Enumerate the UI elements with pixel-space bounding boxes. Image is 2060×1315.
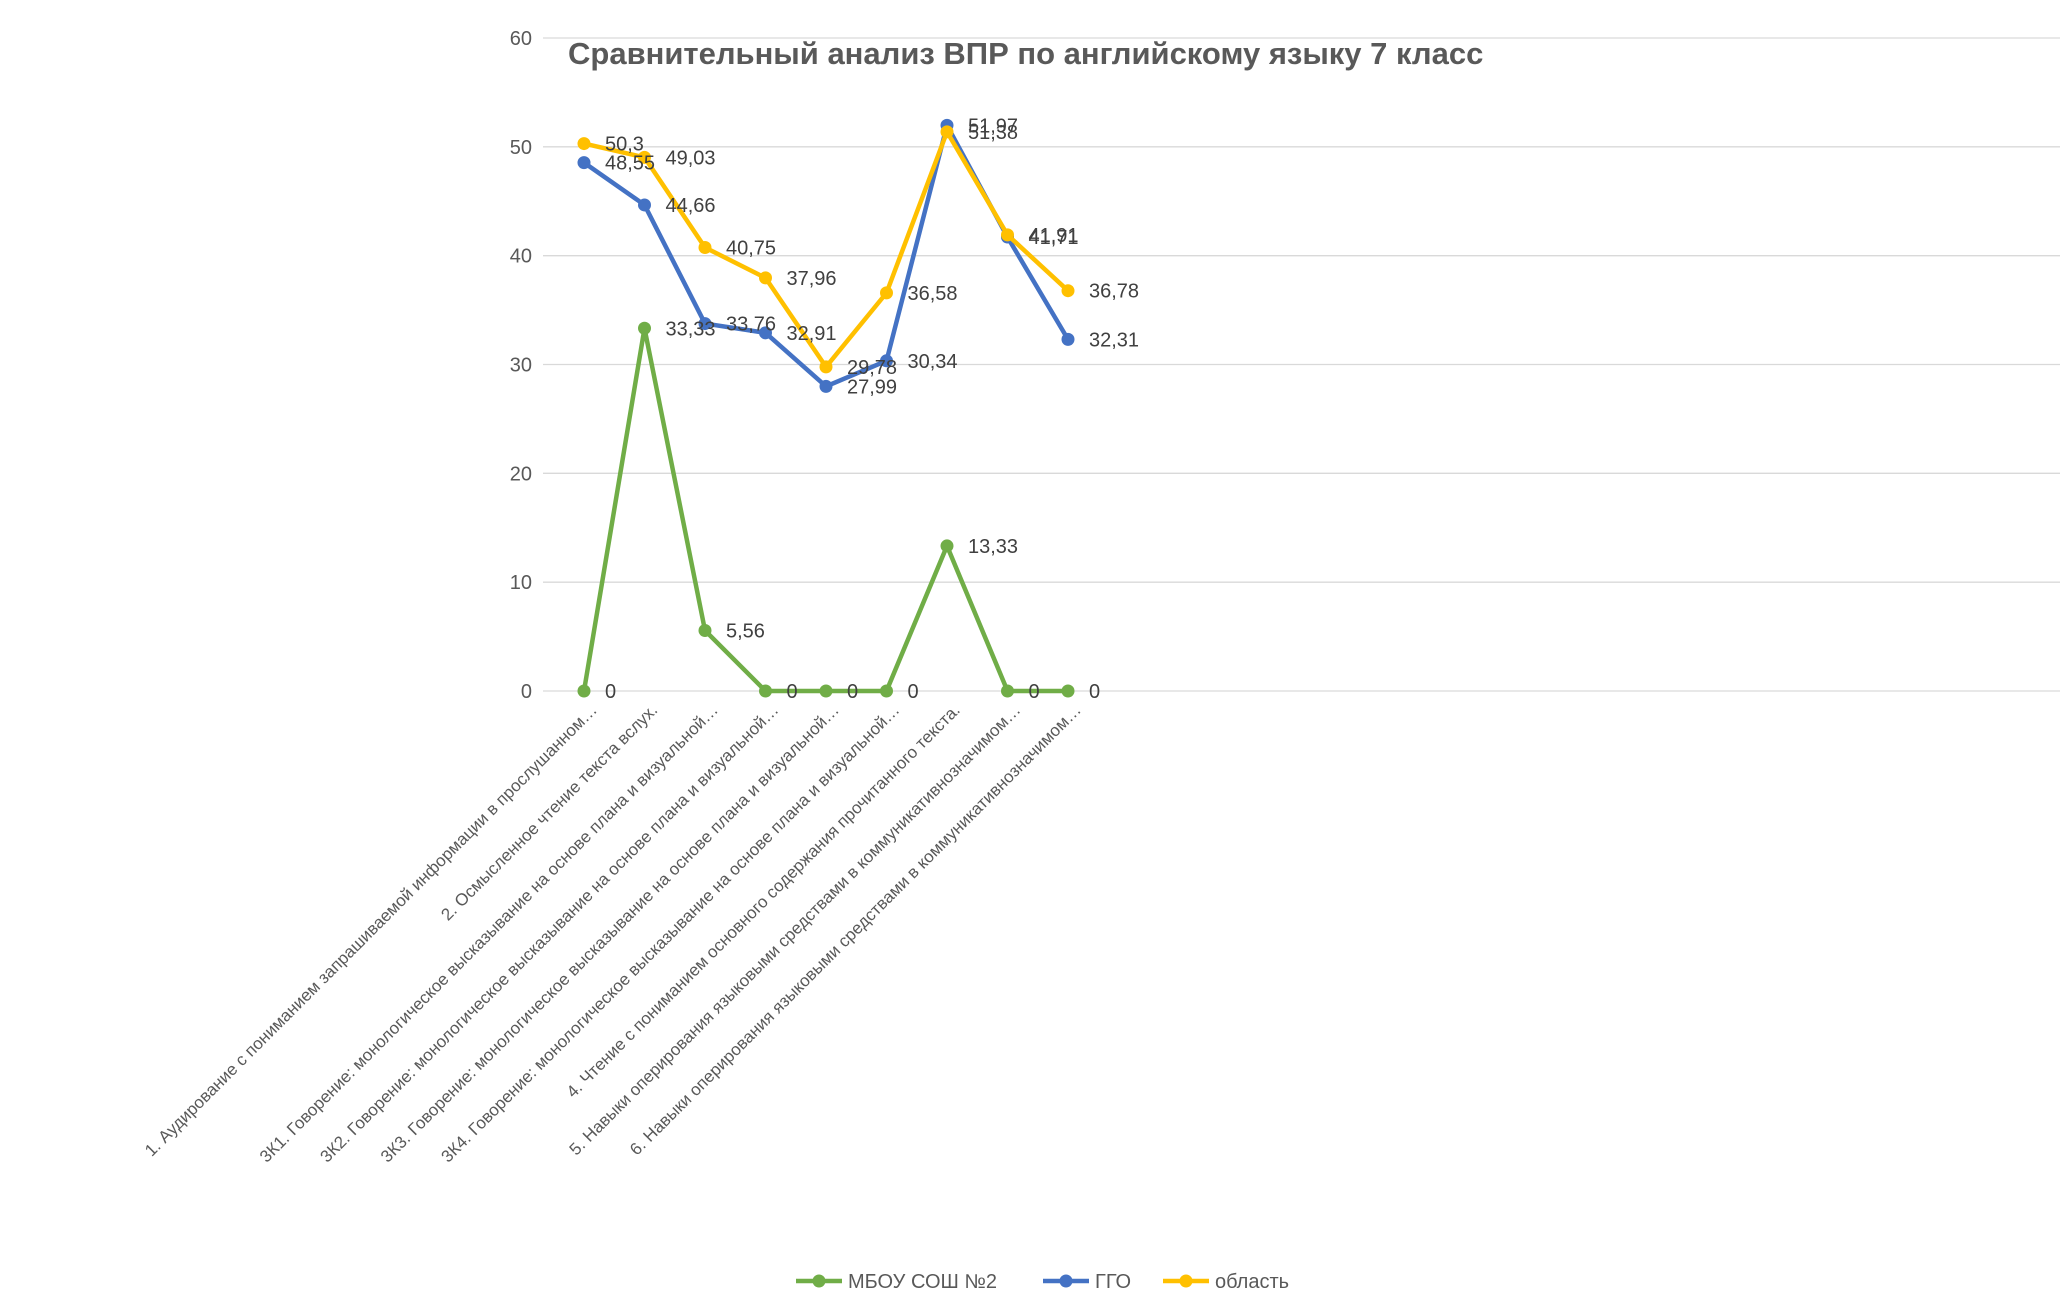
data-point (759, 684, 772, 698)
data-label: 27,99 (847, 376, 897, 398)
data-label: 36,58 (908, 283, 958, 305)
data-label: 33,76 (726, 314, 776, 336)
data-label: 48,55 (605, 153, 655, 175)
data-point (698, 241, 712, 255)
data-label: 51,38 (968, 122, 1018, 144)
data-label: 30,34 (908, 351, 958, 373)
data-point (577, 156, 591, 170)
legend-marker (1179, 1274, 1193, 1288)
y-tick-label: 40 (510, 246, 532, 268)
data-label: 41,71 (1029, 227, 1079, 249)
data-point (698, 623, 712, 637)
data-point (638, 150, 651, 164)
series-lines (577, 118, 1075, 698)
y-tick-label: 10 (510, 572, 532, 594)
data-point (1001, 684, 1014, 698)
data-point (880, 286, 893, 300)
data-label: 0 (605, 681, 616, 703)
data-point (1061, 684, 1075, 698)
data-point (577, 684, 591, 698)
data-label: 44,66 (666, 195, 716, 217)
data-point (880, 354, 893, 368)
data-point (1001, 228, 1014, 242)
data-point (819, 379, 833, 393)
data-point (638, 321, 651, 335)
legend-marker (812, 1274, 826, 1288)
data-label: 49,03 (666, 147, 716, 169)
data-label: 0 (1029, 681, 1040, 703)
y-tick-label: 60 (510, 28, 532, 50)
data-label: 33,33 (666, 318, 716, 340)
data-point (698, 317, 712, 331)
data-label: 5,56 (726, 620, 765, 642)
data-point (1061, 284, 1075, 298)
data-label: 36,78 (1089, 281, 1139, 303)
data-label: 29,78 (847, 357, 897, 379)
data-point (638, 198, 651, 212)
data-point (819, 360, 833, 374)
data-label: 32,91 (787, 323, 837, 345)
y-tick-label: 20 (510, 463, 532, 485)
y-axis-tick-labels: 0 10 20 30 40 50 60 (510, 28, 532, 703)
y-tick-label: 30 (510, 355, 532, 377)
data-label: 32,31 (1089, 329, 1139, 351)
data-label: 0 (908, 681, 919, 703)
data-label: 40,75 (726, 238, 776, 260)
data-label: 0 (787, 681, 798, 703)
data-point (759, 271, 772, 285)
data-label: 51,97 (968, 115, 1018, 137)
y-tick-label: 0 (521, 681, 532, 703)
data-label: 0 (1089, 681, 1100, 703)
legend-entry: область (1215, 1271, 1289, 1293)
data-label: 0 (847, 681, 858, 703)
data-labels: 0 33,33 5,56 0 0 0 13,33 0 0 48,55 44,66 33,76 32,91… (605, 115, 1139, 703)
data-label: 13,33 (968, 536, 1018, 558)
data-label: 37,96 (787, 268, 837, 290)
chart-title: Сравнительный анализ ВПР по английскому … (568, 36, 1483, 71)
legend-marker (1059, 1274, 1073, 1288)
y-tick-label: 50 (510, 137, 532, 159)
legend-entry: МБОУ СОШ №2 (848, 1271, 997, 1293)
data-point (819, 684, 833, 698)
data-point (940, 539, 954, 553)
data-point (577, 137, 591, 151)
legend: МБОУ СОШ №2 ГГО область (796, 1271, 1289, 1293)
data-point (880, 684, 893, 698)
data-label: 41,91 (1029, 225, 1079, 247)
data-point (940, 125, 954, 139)
data-point (759, 326, 772, 340)
data-point (1061, 332, 1075, 346)
data-label: 50,3 (605, 134, 644, 156)
legend-entry: ГГО (1095, 1271, 1131, 1293)
